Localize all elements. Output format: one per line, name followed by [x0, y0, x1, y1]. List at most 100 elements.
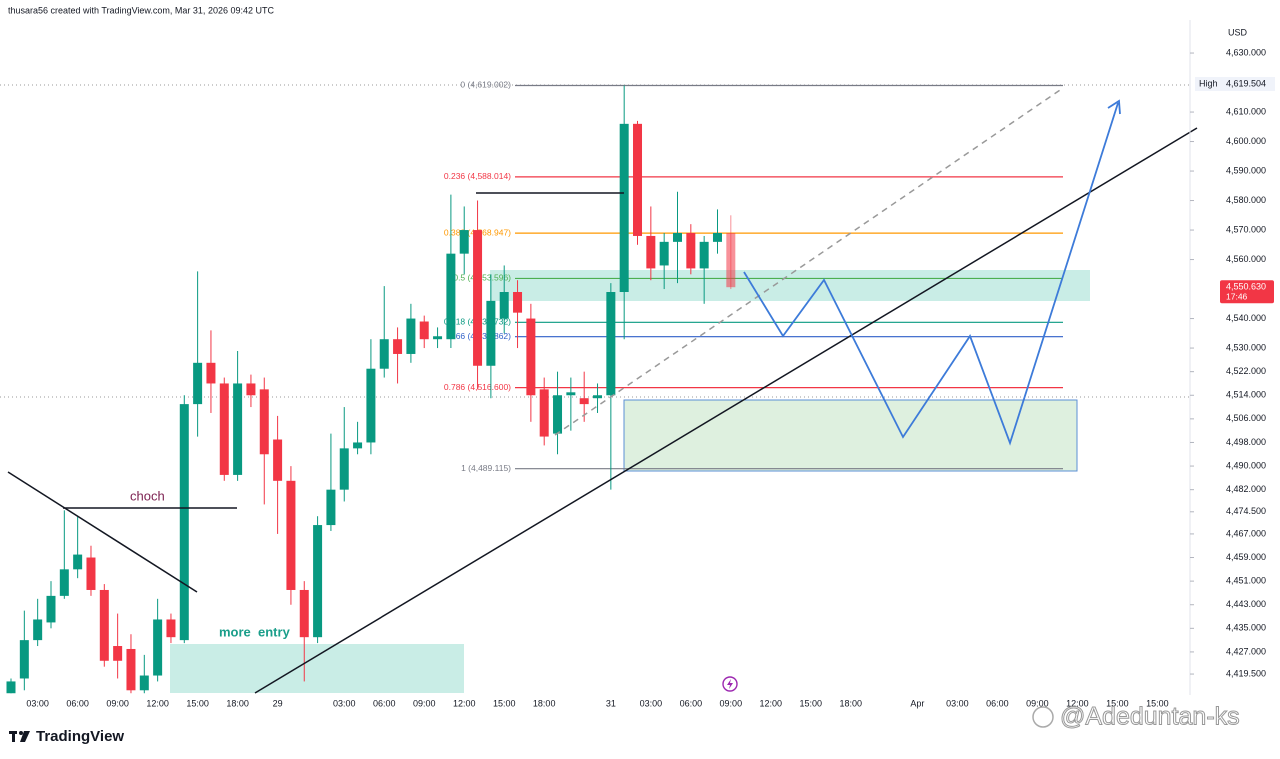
candle-body [139, 675, 149, 691]
y-tick-label: 4,474.500 [1226, 506, 1266, 516]
candle-body [86, 557, 96, 590]
y-tick-label: 4,435.000 [1226, 623, 1266, 633]
dashed-trendline [554, 87, 1064, 436]
candle-body [593, 395, 603, 399]
brand-logo [20, 731, 30, 742]
zones [0, 84, 1190, 693]
candle-body [273, 439, 283, 481]
x-tick-label: 18:00 [533, 698, 556, 708]
x-tick-label: 09:00 [413, 698, 436, 708]
x-tick-label: 12:00 [453, 698, 476, 708]
y-tick-label: 4,590.000 [1226, 165, 1266, 175]
candle-body [619, 123, 629, 293]
candle-body [113, 646, 123, 661]
candle-body [126, 648, 136, 691]
x-tick-label: 18:00 [226, 698, 249, 708]
x-tick-label: 09:00 [1026, 698, 1049, 708]
candle-body [99, 589, 109, 661]
candle-body [326, 489, 336, 526]
annotation: more entry [219, 624, 291, 639]
candle-body [446, 253, 456, 340]
fib-label: 1 (4,489.115) [461, 463, 511, 473]
zone [170, 644, 464, 693]
candle-body [366, 368, 376, 443]
currency: USD [1228, 27, 1248, 37]
candle-body [433, 336, 443, 340]
candle-body [19, 640, 29, 679]
y-tick-label: 4,522.000 [1226, 366, 1266, 376]
y-tick-label: 4,427.000 [1226, 646, 1266, 656]
x-tick-label: 12:00 [1066, 698, 1089, 708]
last-price-box [1220, 280, 1274, 304]
candle-body [206, 362, 216, 384]
candle-body [246, 383, 256, 396]
high-marker-name: High [1199, 78, 1218, 88]
y-tick-label: 4,506.000 [1226, 413, 1266, 423]
candle-body [179, 404, 189, 641]
candle-body [259, 389, 269, 455]
y-tick-label: 4,482.000 [1226, 484, 1266, 494]
y-tick-label: 4,467.000 [1226, 528, 1266, 538]
y-tick-label: 4,498.000 [1226, 437, 1266, 447]
candle-body [566, 392, 576, 396]
trendline [254, 127, 1198, 694]
y-tick-label: 4,459.000 [1226, 552, 1266, 562]
candle-body [459, 230, 469, 254]
candle-body [233, 383, 243, 475]
drawings: choch more entry [7, 87, 1198, 694]
fib-label: 0.236 (4,588.014) [444, 171, 511, 181]
candle-body [659, 241, 669, 266]
candle-body [33, 619, 43, 641]
projection-arrowhead [1107, 99, 1121, 115]
candle-body [726, 233, 736, 288]
high-marker-label: 4,619.504 [1226, 78, 1266, 88]
projection-path [743, 102, 1119, 446]
x-tick-label: 03:00 [333, 698, 356, 708]
x-tick-label: 12:00 [146, 698, 169, 708]
fib-label: 0 (4,619.002) [460, 80, 511, 90]
y-tick-label: 4,419.500 [1226, 668, 1266, 678]
x-tick-label: 06:00 [680, 698, 703, 708]
candle-body [406, 318, 416, 354]
x-tick-label: Apr [910, 698, 924, 708]
candle-body [59, 569, 69, 596]
candle-body [73, 554, 83, 570]
zone [490, 270, 1090, 301]
candle-body [393, 339, 403, 354]
box [623, 399, 1078, 472]
x-tick-label: 18:00 [840, 698, 863, 708]
y-tick-label: 4,530.000 [1226, 342, 1266, 352]
plot [6, 85, 736, 694]
x-tick-label: 09:00 [720, 698, 743, 708]
candle-body [486, 300, 496, 366]
x-tick-label: 15:00 [1106, 698, 1129, 708]
candle-body [539, 389, 549, 437]
x-tick-label: 15:00 [186, 698, 209, 708]
y-tick-label: 4,580.000 [1226, 195, 1266, 205]
brand: TradingView [9, 728, 124, 745]
candle-body [699, 241, 709, 269]
x-tick-label: 06:00 [986, 698, 1009, 708]
x-tick-label: 31 [606, 698, 616, 708]
price-axis: 4,630.000 4,610.000 4,600.000 4,590.000 4,58… [26, 47, 1275, 708]
candle-body [553, 395, 563, 434]
x-tick-label: 06:00 [373, 698, 396, 708]
candle-body [313, 525, 323, 638]
candle-body [673, 233, 682, 242]
trendline [7, 471, 198, 593]
y-tick-label: 4,600.000 [1226, 136, 1266, 146]
candle-body [419, 321, 429, 340]
y-tick-label: 4,630.000 [1226, 47, 1266, 57]
watermark-icon [1032, 706, 1054, 728]
candle-body [473, 230, 483, 366]
candle-body [353, 442, 363, 449]
candle-body [513, 292, 523, 313]
candle-body [339, 448, 349, 490]
countdown: 17:46 [1226, 291, 1248, 301]
event-icon-bolt [727, 679, 733, 689]
candle-body [299, 589, 309, 638]
event-icon[interactable] [722, 676, 738, 692]
x-tick-label: 15:00 [1146, 698, 1169, 708]
candle-body [579, 398, 589, 405]
